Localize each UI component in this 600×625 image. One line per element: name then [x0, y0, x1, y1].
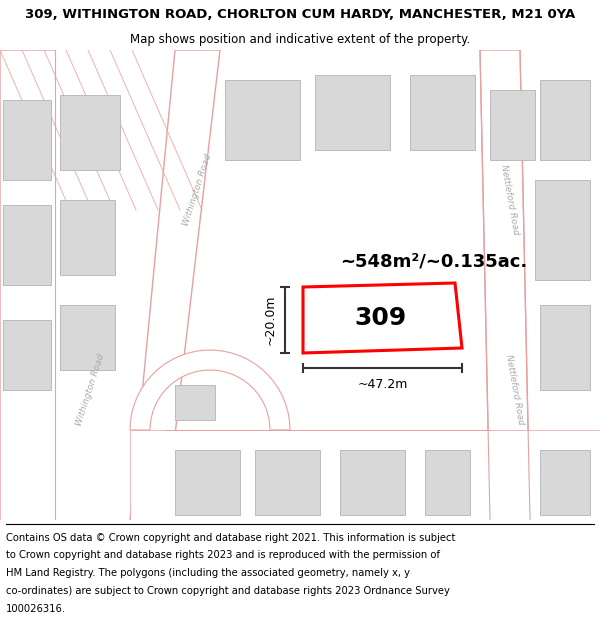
Polygon shape	[130, 50, 220, 520]
Bar	[3, 320, 51, 390]
Text: Nettleford Road: Nettleford Road	[505, 354, 526, 426]
Polygon shape	[480, 50, 530, 520]
Text: HM Land Registry. The polygons (including the associated geometry, namely x, y: HM Land Registry. The polygons (includin…	[6, 568, 410, 578]
Bar	[175, 385, 215, 420]
Bar	[60, 95, 120, 170]
Text: 309: 309	[355, 306, 407, 330]
Text: 100026316.: 100026316.	[6, 604, 66, 614]
Bar	[540, 305, 590, 390]
Bar	[340, 450, 405, 515]
Bar	[315, 75, 390, 150]
Polygon shape	[0, 50, 55, 520]
Text: Nettleford Road: Nettleford Road	[499, 164, 521, 236]
Bar	[60, 305, 115, 370]
Polygon shape	[130, 350, 290, 430]
Bar	[535, 180, 590, 280]
Text: Map shows position and indicative extent of the property.: Map shows position and indicative extent…	[130, 32, 470, 46]
Text: Contains OS data © Crown copyright and database right 2021. This information is : Contains OS data © Crown copyright and d…	[6, 532, 455, 542]
Text: Withington Road: Withington Road	[74, 353, 106, 427]
Bar	[255, 450, 320, 515]
Bar	[175, 450, 240, 515]
Text: Withington Road: Withington Road	[181, 153, 213, 227]
Text: co-ordinates) are subject to Crown copyright and database rights 2023 Ordnance S: co-ordinates) are subject to Crown copyr…	[6, 586, 450, 596]
Polygon shape	[303, 283, 462, 353]
Text: ~47.2m: ~47.2m	[358, 378, 407, 391]
Bar	[60, 200, 115, 275]
Bar	[3, 100, 51, 180]
Bar	[490, 90, 535, 160]
Bar	[410, 75, 475, 150]
Text: to Crown copyright and database rights 2023 and is reproduced with the permissio: to Crown copyright and database rights 2…	[6, 551, 440, 561]
Text: 309, WITHINGTON ROAD, CHORLTON CUM HARDY, MANCHESTER, M21 0YA: 309, WITHINGTON ROAD, CHORLTON CUM HARDY…	[25, 8, 575, 21]
Bar	[425, 450, 470, 515]
Text: ~548m²/~0.135ac.: ~548m²/~0.135ac.	[340, 253, 527, 271]
Bar	[225, 80, 300, 160]
Bar	[540, 450, 590, 515]
Text: ~20.0m: ~20.0m	[264, 295, 277, 345]
Bar	[3, 205, 51, 285]
Bar	[540, 80, 590, 160]
Polygon shape	[130, 430, 600, 520]
